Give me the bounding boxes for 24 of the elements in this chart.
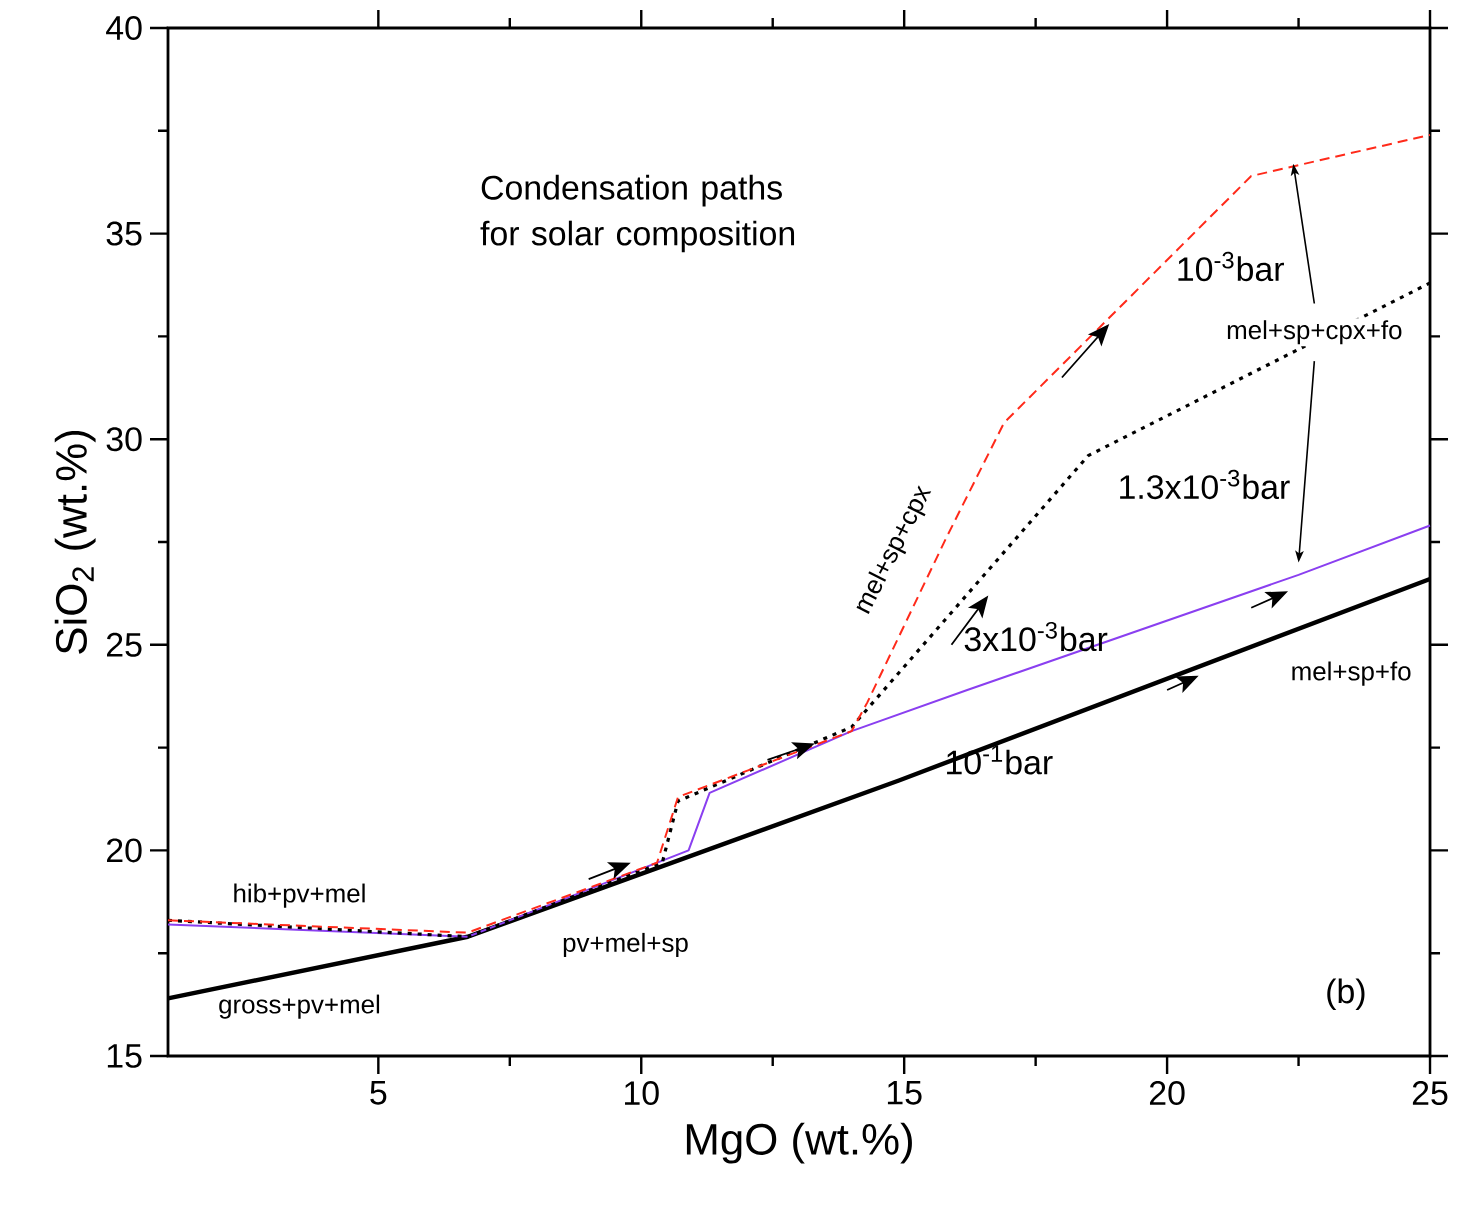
x-tick-label: 5 — [370, 1081, 387, 1105]
x-tick-label: 20 — [1149, 1081, 1185, 1106]
y-tick-label: 35 — [106, 221, 142, 246]
annotation: 3x10$^{-3}$bar — [964, 621, 1108, 652]
line-series — [167, 133, 1432, 934]
text: Condensation paths for solar composition — [480, 174, 795, 253]
y-tick-label: 40 — [106, 15, 142, 40]
y-tick-label: 15 — [107, 1044, 142, 1068]
annotation: 1.3x10$^{-3}$bar — [1120, 469, 1290, 500]
annotation: (b) — [1327, 978, 1365, 1011]
annotation: mel+sp+fo — [1292, 661, 1411, 686]
y-tick-label: 30 — [106, 427, 142, 452]
y-tick-label: 25 — [107, 632, 142, 657]
x-tick-label: 10 — [625, 1081, 659, 1106]
annotation: mel+sp+cpx+fo — [1227, 320, 1402, 345]
annotation: gross+pv+mel — [219, 994, 380, 1019]
annotation: 10$^{-3}$bar — [1178, 251, 1284, 282]
y-tick-label: 20 — [107, 838, 142, 863]
x-axis-title: MgO (wt.%) — [686, 1122, 912, 1164]
annotation: pv+mel+sp — [563, 932, 688, 958]
x-tick-label: 15 — [887, 1081, 922, 1105]
x-tick-label: 25 — [1412, 1081, 1448, 1106]
annotation: hib+pv+mel — [234, 883, 365, 908]
y-axis-title: SiO$_{2}$ (wt.%) — [54, 430, 96, 654]
